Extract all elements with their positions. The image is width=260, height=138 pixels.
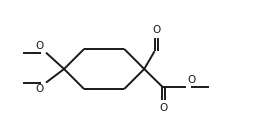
Text: O: O	[188, 75, 196, 85]
Text: O: O	[36, 41, 44, 51]
Text: O: O	[152, 25, 160, 35]
Text: O: O	[36, 84, 44, 94]
Text: O: O	[160, 103, 168, 113]
